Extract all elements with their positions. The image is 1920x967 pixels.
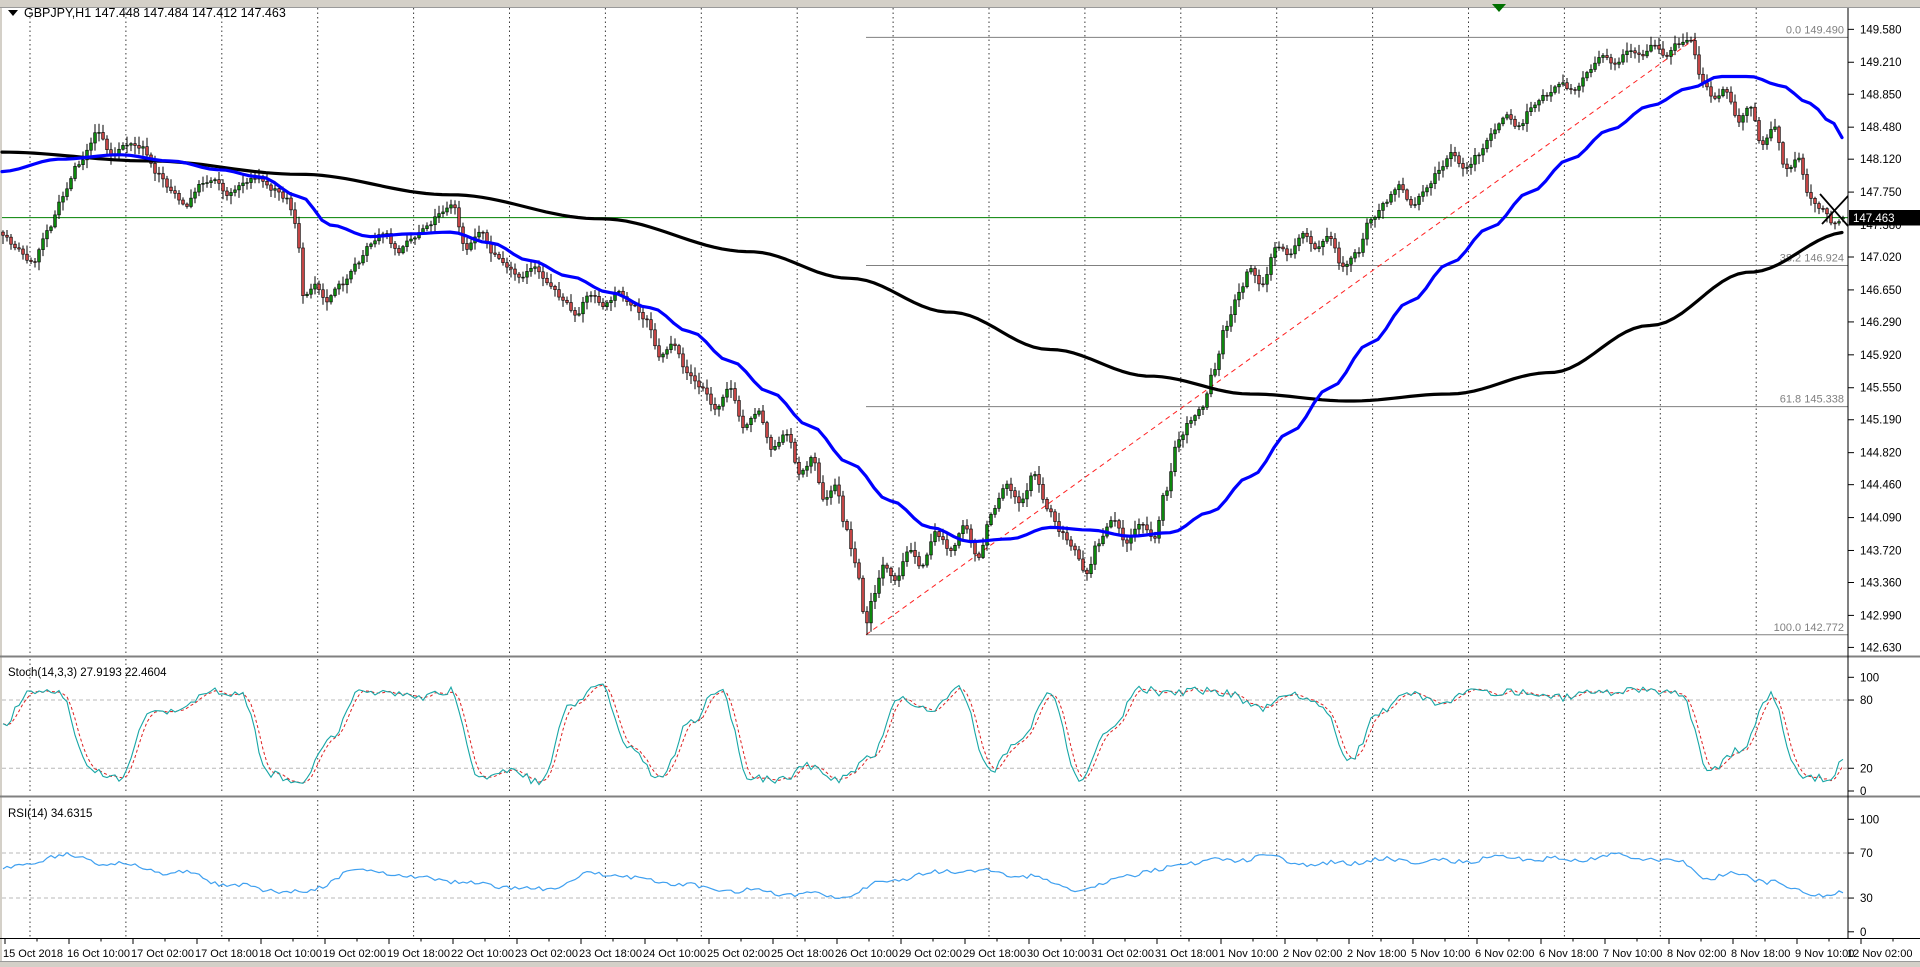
indicator-scale-label: 20 <box>1860 763 1873 775</box>
window-frame-left <box>0 0 2 967</box>
current-price-value: 147.463 <box>1853 213 1895 225</box>
current-price-tag: 147.463 <box>1849 210 1920 226</box>
moving-averages <box>0 74 1844 544</box>
time-axis-label: 8 Nov 18:00 <box>1731 948 1790 960</box>
time-axis-label: 23 Oct 02:00 <box>515 948 578 960</box>
axes: 149.580 149.210 148.850 148.480 148.120 147.7… <box>0 8 1920 962</box>
time-axis-label: 25 Oct 18:00 <box>771 948 834 960</box>
price-axis-label: 143.720 <box>1860 545 1902 557</box>
price-axis-label: 145.920 <box>1860 350 1902 362</box>
indicator-scale-label: 100 <box>1860 672 1879 684</box>
price-axis-label: 148.120 <box>1860 154 1902 166</box>
time-axis-label: 26 Oct 10:00 <box>835 948 898 960</box>
time-axis-area[interactable] <box>0 939 1920 962</box>
chart-background <box>2 8 1920 962</box>
ma-fast-line <box>0 74 1844 544</box>
time-axis-label: 7 Nov 10:00 <box>1603 948 1662 960</box>
price-axis-label: 144.820 <box>1860 448 1902 460</box>
price-axis-label: 143.360 <box>1860 577 1902 589</box>
price-axis-label: 142.990 <box>1860 610 1902 622</box>
time-axis-label: 2 Nov 02:00 <box>1283 948 1342 960</box>
indicator-scale-label: 70 <box>1860 848 1873 860</box>
price-axis-label: 144.460 <box>1860 480 1902 492</box>
indicator-scale-label: 0 <box>1860 927 1866 939</box>
price-axis-label: 149.210 <box>1860 57 1902 69</box>
price-axis-label: 147.750 <box>1860 187 1902 199</box>
time-axis-label: 25 Oct 02:00 <box>707 948 770 960</box>
ma-slow-line <box>0 150 1844 403</box>
candles-group <box>1 32 1845 635</box>
rsi-panel <box>2 851 1848 900</box>
price-axis-label: 145.550 <box>1860 383 1902 395</box>
time-axis-label: 30 Oct 10:00 <box>1027 948 1090 960</box>
fib-level-label: 0.0 149.490 <box>1786 24 1844 36</box>
window-frame-bottom <box>0 962 1920 967</box>
price-axis-label: 149.580 <box>1860 24 1902 36</box>
time-axis-label: 31 Oct 02:00 <box>1091 948 1154 960</box>
price-axis-area[interactable] <box>1848 8 1920 938</box>
symbol-dropdown-icon[interactable] <box>8 10 18 16</box>
indicator-scale-label: 0 <box>1860 786 1866 798</box>
fib-level-label: 100.0 142.772 <box>1774 622 1844 634</box>
indicator-scale-label: 30 <box>1860 893 1873 905</box>
price-axis-label: 146.290 <box>1860 317 1902 329</box>
time-axis-label: 23 Oct 18:00 <box>579 948 642 960</box>
time-axis-label: 12 Nov 02:00 <box>1847 948 1912 960</box>
time-axis-label: 29 Oct 18:00 <box>963 948 1026 960</box>
stochastic-label: Stoch(14,3,3) 27.9193 22.4604 <box>8 667 167 679</box>
time-axis-label: 19 Oct 18:00 <box>387 948 450 960</box>
chart-title: GBPJPY,H1 147.448 147.484 147.412 147.46… <box>24 6 286 20</box>
price-axis-label: 146.650 <box>1860 285 1902 297</box>
time-axis-label: 19 Oct 02:00 <box>323 948 386 960</box>
time-axis-label: 29 Oct 02:00 <box>899 948 962 960</box>
fib-level-label: 61.8 145.338 <box>1780 394 1844 406</box>
time-axis-label: 9 Nov 10:00 <box>1795 948 1854 960</box>
time-axis-label: 2 Nov 18:00 <box>1347 948 1406 960</box>
time-axis-label: 17 Oct 18:00 <box>195 948 258 960</box>
time-axis-label: 5 Nov 10:00 <box>1411 948 1470 960</box>
price-axis-label: 148.480 <box>1860 122 1902 134</box>
time-axis-label: 31 Oct 18:00 <box>1155 948 1218 960</box>
price-axis-label: 148.850 <box>1860 89 1902 101</box>
price-axis-label: 144.090 <box>1860 513 1902 525</box>
time-axis-label: 6 Nov 02:00 <box>1475 948 1534 960</box>
price-axis-label: 145.190 <box>1860 415 1902 427</box>
time-axis-label: 18 Oct 10:00 <box>259 948 322 960</box>
stochastic-panel <box>2 683 1848 786</box>
price-axis-label: 142.630 <box>1860 642 1902 654</box>
indicator-scale-label: 80 <box>1860 695 1873 707</box>
time-axis-label: 17 Oct 02:00 <box>131 948 194 960</box>
rsi-label: RSI(14) 34.6315 <box>8 808 92 820</box>
time-axis-label: 24 Oct 10:00 <box>643 948 706 960</box>
time-axis-label: 22 Oct 10:00 <box>451 948 514 960</box>
indicator-scale-label: 100 <box>1860 814 1879 826</box>
price-axis-label: 147.020 <box>1860 252 1902 264</box>
window-frame-top <box>0 0 1920 7</box>
time-axis-label: 16 Oct 10:00 <box>67 948 130 960</box>
cross-mark <box>1819 193 1849 227</box>
time-axis-label: 6 Nov 18:00 <box>1539 948 1598 960</box>
time-axis-label: 15 Oct 2018 <box>3 948 63 960</box>
time-axis-label: 8 Nov 02:00 <box>1667 948 1726 960</box>
time-axis-label: 1 Nov 10:00 <box>1219 948 1278 960</box>
chart-shift-marker-icon[interactable] <box>1492 4 1506 12</box>
grid-lines <box>29 8 1757 937</box>
